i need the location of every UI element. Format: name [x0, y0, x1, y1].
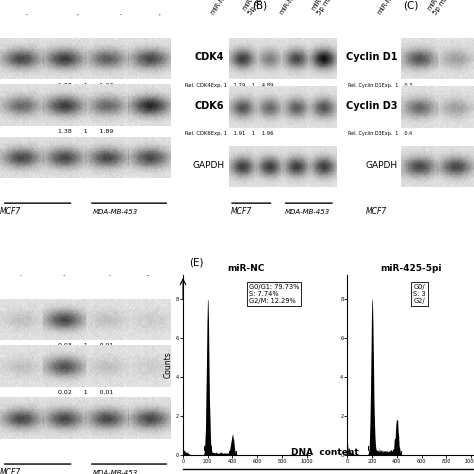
Text: 0.02      1      0.01: 0.02 1 0.01 — [58, 390, 113, 395]
Text: (B): (B) — [252, 0, 267, 10]
Text: CDK4: CDK4 — [195, 53, 224, 63]
Text: DNA  content: DNA content — [291, 448, 358, 457]
Text: MDA-MB-453: MDA-MB-453 — [92, 470, 137, 474]
Text: miR-425-5p
inhibitor: miR-425-5p inhibitor — [56, 241, 86, 277]
Text: miR-425-
5p mimic: miR-425- 5p mimic — [426, 0, 456, 16]
Text: miR-425-5p
inhibitor: miR-425-5p inhibitor — [140, 241, 170, 277]
Text: 0.03      1      0.01: 0.03 1 0.01 — [58, 344, 113, 348]
Text: Rel. Cyclin D1Exp.  1    0.3: Rel. Cyclin D1Exp. 1 0.3 — [348, 82, 412, 88]
Text: miR-
NC: miR- NC — [111, 0, 131, 16]
Text: 1.38      1      1.89: 1.38 1 1.89 — [58, 129, 113, 134]
Text: miR-
NC: miR- NC — [17, 0, 37, 16]
Y-axis label: Counts: Counts — [164, 352, 173, 378]
Text: miR-425-
5p mimic: miR-425- 5p mimic — [150, 0, 180, 16]
Text: miR-425-
5p mimic: miR-425- 5p mimic — [241, 0, 271, 16]
Text: (E): (E) — [189, 258, 203, 268]
Text: Rel. Cyclin D3Exp.  1    0.4: Rel. Cyclin D3Exp. 1 0.4 — [348, 131, 412, 136]
Text: CDK6: CDK6 — [195, 101, 224, 111]
Text: MCF7: MCF7 — [231, 207, 252, 216]
Text: GAPDH: GAPDH — [192, 161, 224, 170]
Text: miR-425-
5p mimic: miR-425- 5p mimic — [310, 0, 339, 16]
Text: miR-
NC: miR- NC — [102, 259, 119, 277]
Title: miR-425-5pi: miR-425-5pi — [380, 264, 441, 273]
Text: miR-NC: miR-NC — [376, 0, 396, 16]
Text: MCF7: MCF7 — [0, 207, 21, 216]
Text: Cyclin D3: Cyclin D3 — [346, 101, 397, 111]
Text: miR-NC: miR-NC — [278, 0, 298, 16]
Text: G0/G1: 79.73%
S: 7.74%
G2/M: 12.29%: G0/G1: 79.73% S: 7.74% G2/M: 12.29% — [249, 284, 299, 304]
Text: miR-425-
5p mimic: miR-425- 5p mimic — [68, 0, 98, 16]
Text: Cyclin D1: Cyclin D1 — [346, 53, 397, 63]
Text: MDA-MB-453: MDA-MB-453 — [92, 209, 137, 215]
Text: Rel. CDK6Exp. 1    1.91    1    1.96: Rel. CDK6Exp. 1 1.91 1 1.96 — [184, 131, 273, 136]
Text: 1.28      1      1.20: 1.28 1 1.20 — [58, 82, 113, 88]
Text: miR-NC: miR-NC — [209, 0, 229, 16]
Text: Rel. CDK4Exp. 1    1.29    1    4.89: Rel. CDK4Exp. 1 1.29 1 4.89 — [184, 82, 273, 88]
Text: GAPDH: GAPDH — [365, 161, 397, 170]
Text: MCF7: MCF7 — [365, 207, 387, 216]
Title: miR-NC: miR-NC — [228, 264, 265, 273]
Text: MDA-MB-453: MDA-MB-453 — [285, 209, 330, 215]
Text: MCF7: MCF7 — [0, 468, 21, 474]
Text: miR-
NC: miR- NC — [14, 259, 31, 277]
Text: (C): (C) — [403, 0, 419, 10]
Text: G0/
S: 3
G2/: G0/ S: 3 G2/ — [413, 284, 426, 304]
